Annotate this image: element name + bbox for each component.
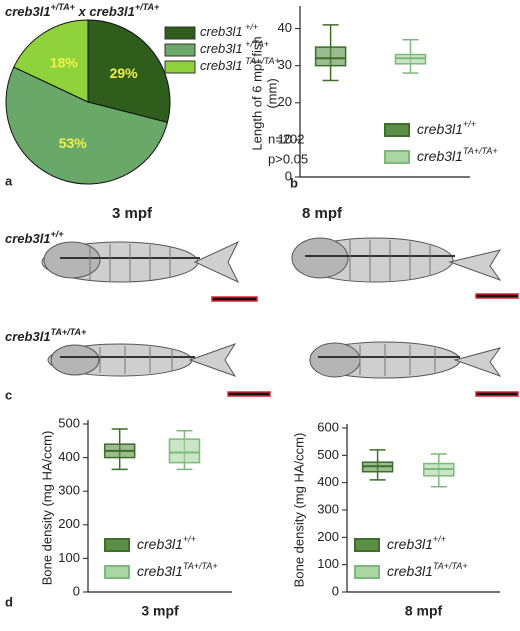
pie-slice [13, 19, 89, 103]
legend-swatch [354, 538, 380, 552]
y-tick-label: 20 [278, 94, 292, 109]
superscript: TA+/TA+ [463, 146, 498, 156]
y-tick-label: 200 [58, 516, 80, 531]
slice-label: 29% [110, 65, 139, 81]
name-text: creb3l1 [200, 58, 243, 73]
scale-bars [211, 293, 519, 397]
x-axis-label: 3 mpf [141, 603, 179, 619]
scale-bar [227, 391, 271, 397]
superscript: +/+ [51, 229, 65, 239]
superscript: +/+ [243, 22, 259, 32]
name-text: creb3l1 [137, 536, 183, 552]
y-axis-label: Bone density (mg HA/ccm) [291, 433, 306, 588]
column-label: 3 mpf [112, 205, 153, 222]
name-text: creb3l1 [137, 563, 183, 579]
fish-wt-3mpf [41, 240, 240, 284]
row-label: creb3l1TA+/TA+ [5, 327, 87, 344]
y-tick-label: 400 [317, 474, 339, 489]
superscript: +/+ [183, 534, 196, 544]
panel-label: c [5, 387, 12, 402]
y-tick-label: 100 [317, 556, 339, 571]
scale-bar [211, 296, 258, 302]
annotation: p>0.05 [268, 151, 308, 166]
y-axis-label: Bone density (mg HA/ccm) [39, 431, 54, 586]
superscript: +/+ [433, 534, 446, 544]
x-axis-label: 8 mpf [405, 603, 443, 619]
name-text: creb3l1 [387, 563, 433, 579]
annotation: n=202 [268, 131, 305, 146]
name-text: creb3l1 [200, 41, 243, 56]
y-tick-label: 10 [278, 131, 292, 146]
scale-bar [475, 293, 519, 299]
name-text: creb3l1 [5, 329, 51, 344]
fish-wt-8mpf [291, 237, 502, 283]
superscript: +/+ [463, 119, 476, 129]
y-tick-label: 100 [58, 550, 80, 565]
fish-mut-3mpf [47, 343, 237, 377]
y-tick-label: 200 [317, 529, 339, 544]
legend-label: creb3l1+/+ [137, 534, 196, 551]
fish-mut-8mpf [309, 341, 502, 379]
legend-swatch [354, 565, 380, 579]
superscript: +/TA+ [51, 2, 76, 12]
legend-swatch [164, 26, 196, 40]
title-text: creb3l1 [5, 4, 51, 19]
y-axis-label: Length of 6 mpf fish [249, 36, 264, 150]
name-text: creb3l1 [387, 536, 433, 552]
scale-bar [475, 391, 519, 397]
y-tick-label: 500 [317, 447, 339, 462]
legend-swatch [104, 565, 130, 579]
y-tick-label: 400 [58, 449, 80, 464]
row-label: creb3l1+/+ [5, 229, 64, 246]
y-tick-label: 0 [332, 583, 339, 598]
legend-label: creb3l1TA+/TA+ [417, 146, 498, 163]
panel-label: a [5, 173, 13, 188]
legend-label: creb3l1 +/TA+ [200, 39, 269, 56]
y-tick-label: 40 [278, 20, 292, 35]
name-text: creb3l1 [200, 24, 243, 39]
legend-label: creb3l1+/+ [417, 119, 476, 136]
y-tick-label: 300 [317, 501, 339, 516]
fish-images [41, 237, 502, 379]
name-text: creb3l1 [417, 148, 463, 164]
y-tick-label: 0 [285, 168, 292, 183]
chart-title: creb3l1+/TA+ x creb3l1+/TA+ [5, 2, 160, 19]
panel-label: b [290, 175, 298, 190]
y-tick-label: 600 [317, 419, 339, 434]
pie-slice [5, 66, 169, 185]
column-label: 8 mpf [302, 205, 343, 222]
y-tick-label: 30 [278, 57, 292, 72]
pie-slice [87, 19, 171, 124]
legend-swatch [104, 538, 130, 552]
superscript: +/TA+ [243, 39, 269, 49]
y-tick-label: 0 [73, 583, 80, 598]
name-text: creb3l1 [5, 231, 51, 246]
superscript: TA+/TA+ [51, 327, 87, 337]
name-text: creb3l1 [417, 121, 463, 137]
y-axis-label: (mm) [264, 78, 279, 108]
legend-swatch [164, 60, 196, 74]
box [314, 46, 347, 67]
superscript: TA+/TA+ [243, 56, 280, 66]
slice-label: 18% [50, 55, 79, 71]
legend-label: creb3l1 TA+/TA+ [200, 56, 280, 73]
legend-swatch [384, 123, 410, 137]
legend-label: creb3l1 +/+ [200, 22, 258, 39]
legend-swatch [164, 43, 196, 57]
superscript: TA+/TA+ [183, 561, 218, 571]
superscript: TA+/TA+ [433, 561, 468, 571]
panel-label: d [5, 594, 13, 609]
y-tick-label: 500 [58, 415, 80, 430]
box [168, 438, 201, 464]
y-tick-label: 300 [58, 483, 80, 498]
legend-label: creb3l1TA+/TA+ [137, 561, 218, 578]
superscript: +/TA+ [135, 2, 160, 12]
legend-swatch [384, 150, 410, 164]
legend-label: creb3l1TA+/TA+ [387, 561, 468, 578]
title-text: x creb3l1 [75, 4, 135, 19]
legend-label: creb3l1+/+ [387, 534, 446, 551]
slice-label: 53% [59, 135, 88, 151]
